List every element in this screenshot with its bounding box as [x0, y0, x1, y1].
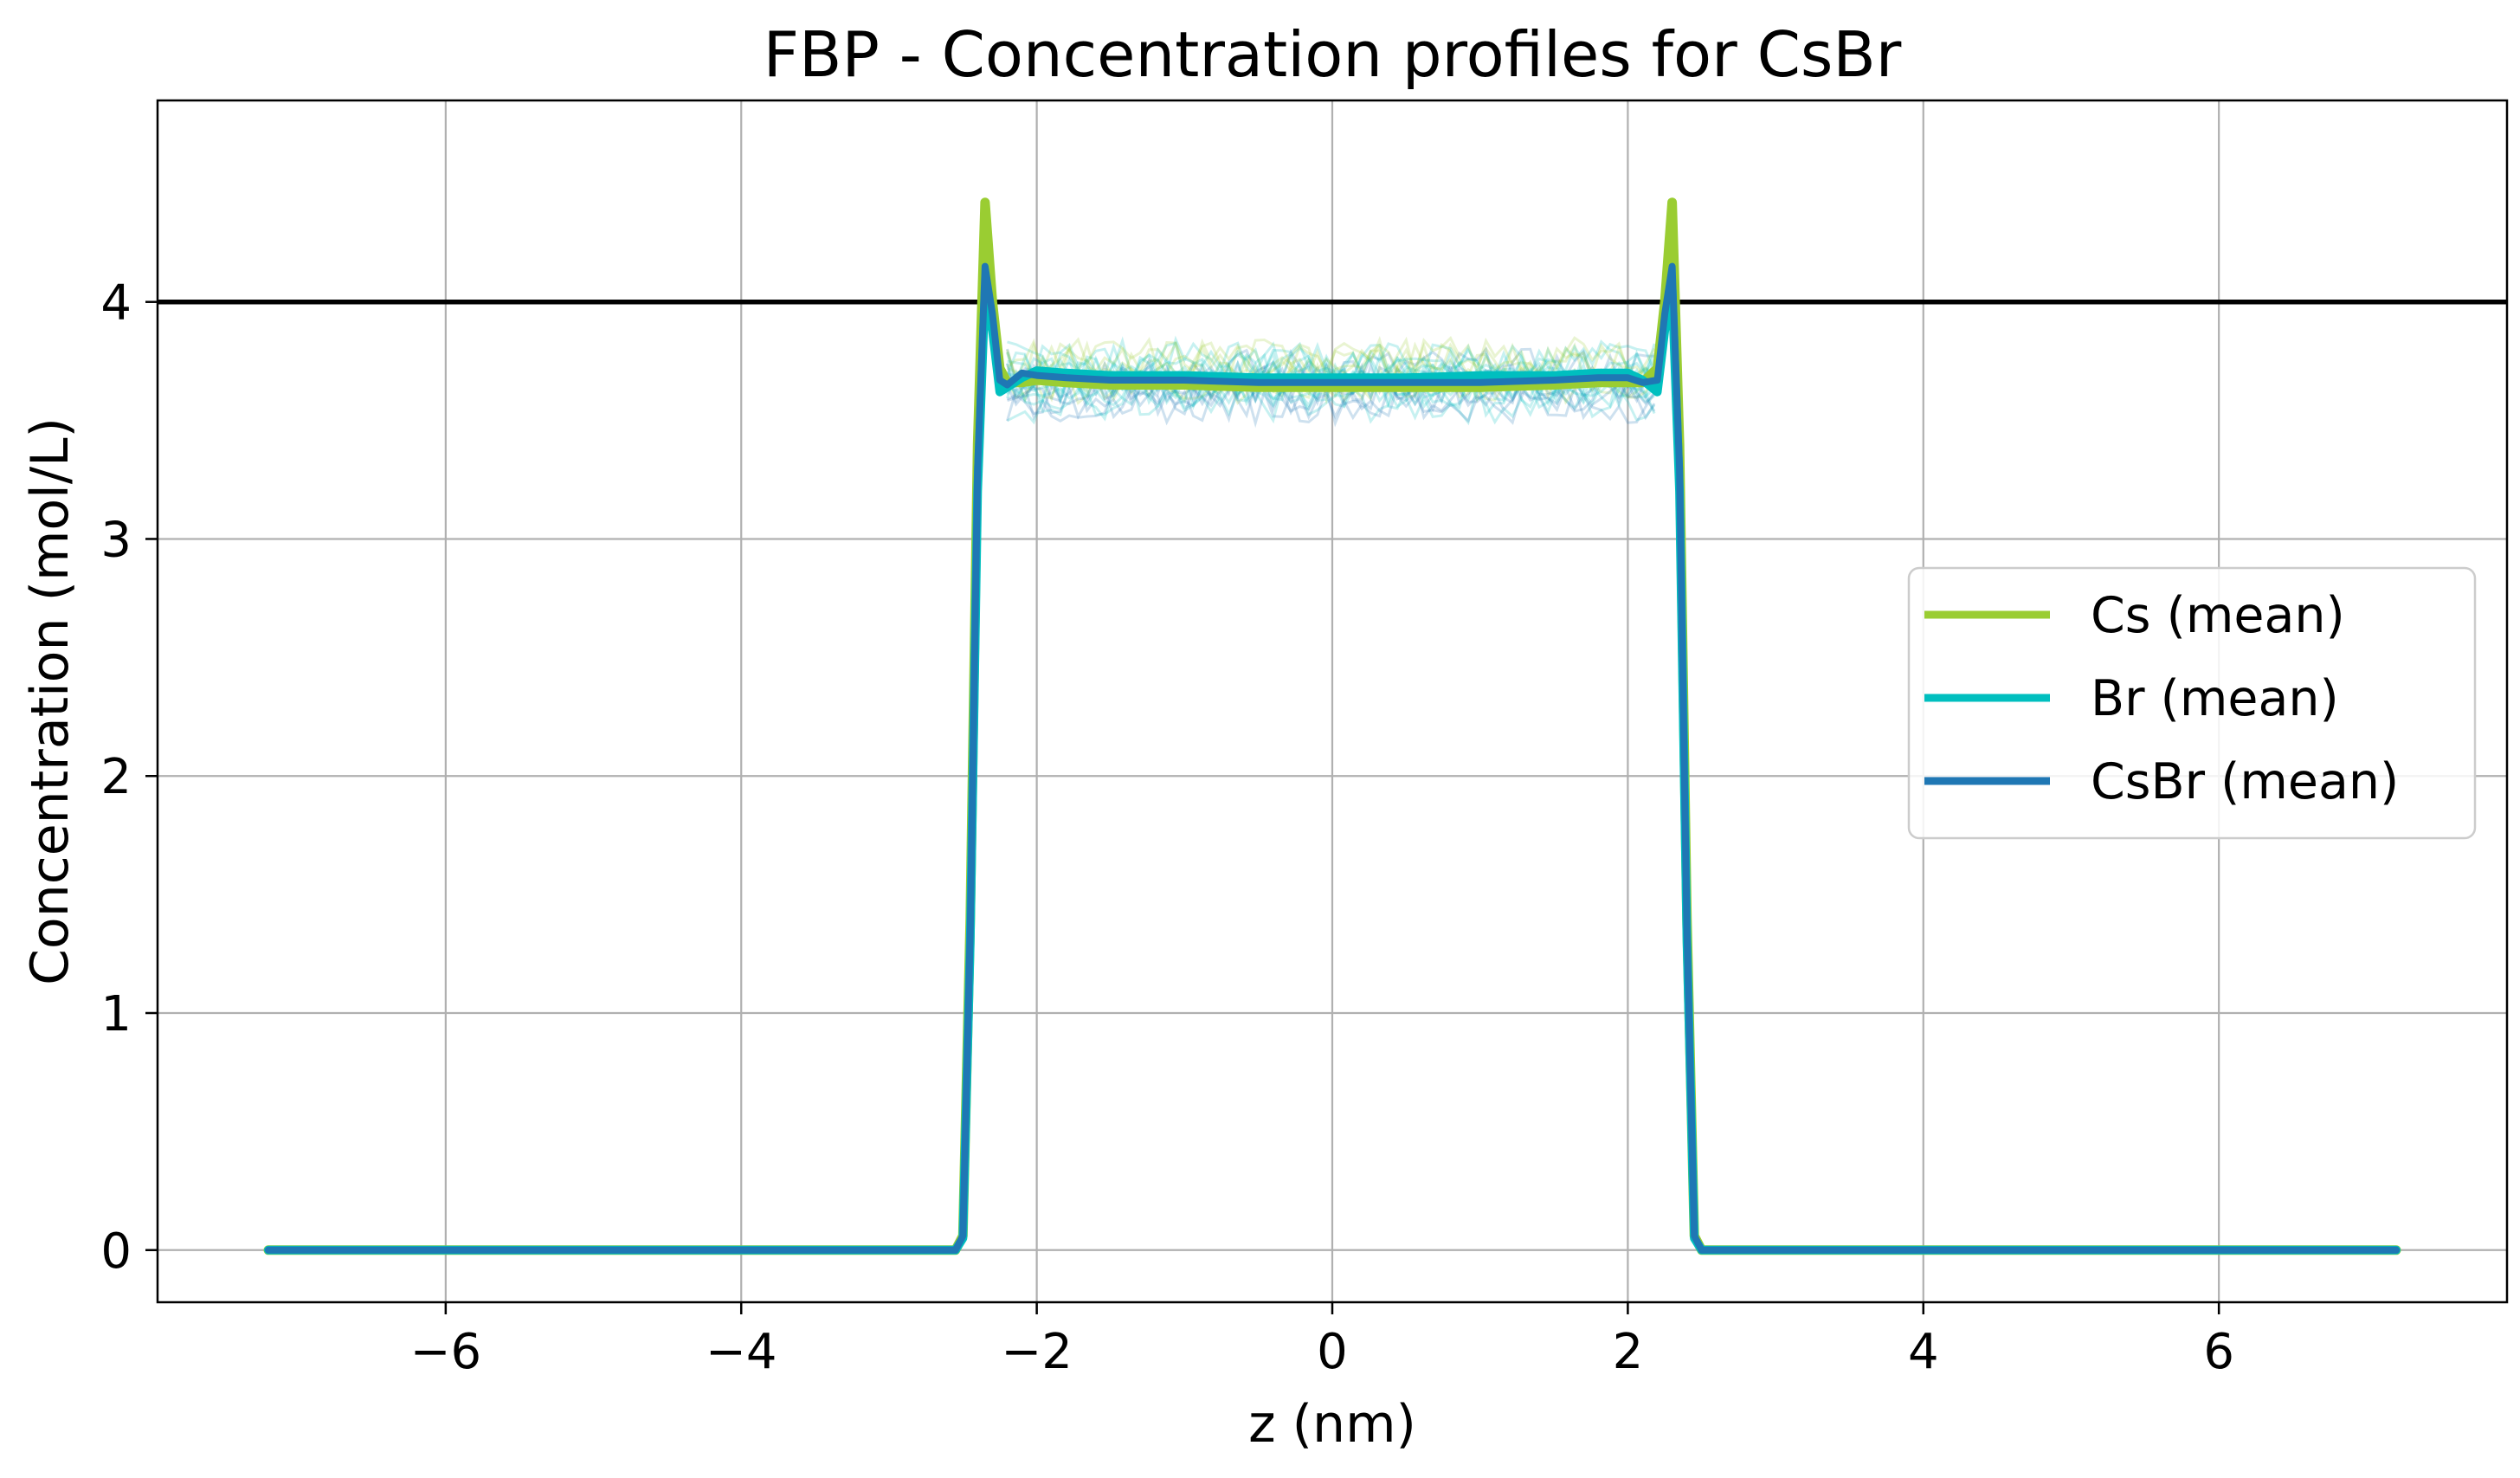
- y-tick-label: 4: [100, 275, 132, 332]
- sample-trace: [1006, 335, 1656, 378]
- y-tick-label: 3: [100, 512, 132, 568]
- legend-label-br: Br (mean): [2091, 670, 2339, 727]
- y-tick-label: 0: [100, 1223, 132, 1280]
- sample-trace: [1006, 383, 1656, 426]
- legend: Cs (mean) Br (mean) CsBr (mean): [1907, 566, 2477, 840]
- x-tick-label: −4: [706, 1324, 777, 1380]
- series-lines: [263, 197, 2401, 1255]
- y-tick-label: 2: [100, 749, 132, 805]
- x-tick-label: 4: [1908, 1324, 1939, 1380]
- x-tick-label: −2: [1001, 1324, 1073, 1380]
- sample-trace: [1006, 367, 1656, 410]
- chart-title: FBP - Concentration profiles for CsBr: [764, 18, 1902, 91]
- legend-label-csbr: CsBr (mean): [2091, 753, 2399, 810]
- x-axis-label: z (nm): [1248, 1394, 1416, 1455]
- sample-trace: [1006, 341, 1656, 384]
- x-tick-label: 0: [1317, 1324, 1348, 1380]
- y-tick-label: 1: [100, 986, 132, 1042]
- legend-label-cs: Cs (mean): [2091, 587, 2345, 644]
- axis-ticks: −6 −4 −2 0 2 4 6 0 1 2 3 4: [100, 275, 2234, 1380]
- sample-trace: [1006, 372, 1656, 418]
- x-tick-label: −6: [410, 1324, 482, 1380]
- sample-trace: [1007, 335, 1656, 380]
- x-tick-label: 6: [2203, 1324, 2234, 1380]
- legend-box: [1907, 566, 2477, 840]
- y-axis-label: Concentration (mol/L): [20, 417, 81, 985]
- sample-trace: [1006, 379, 1656, 421]
- x-tick-label: 2: [1613, 1324, 1644, 1380]
- series-line-csbr: [265, 262, 2400, 1254]
